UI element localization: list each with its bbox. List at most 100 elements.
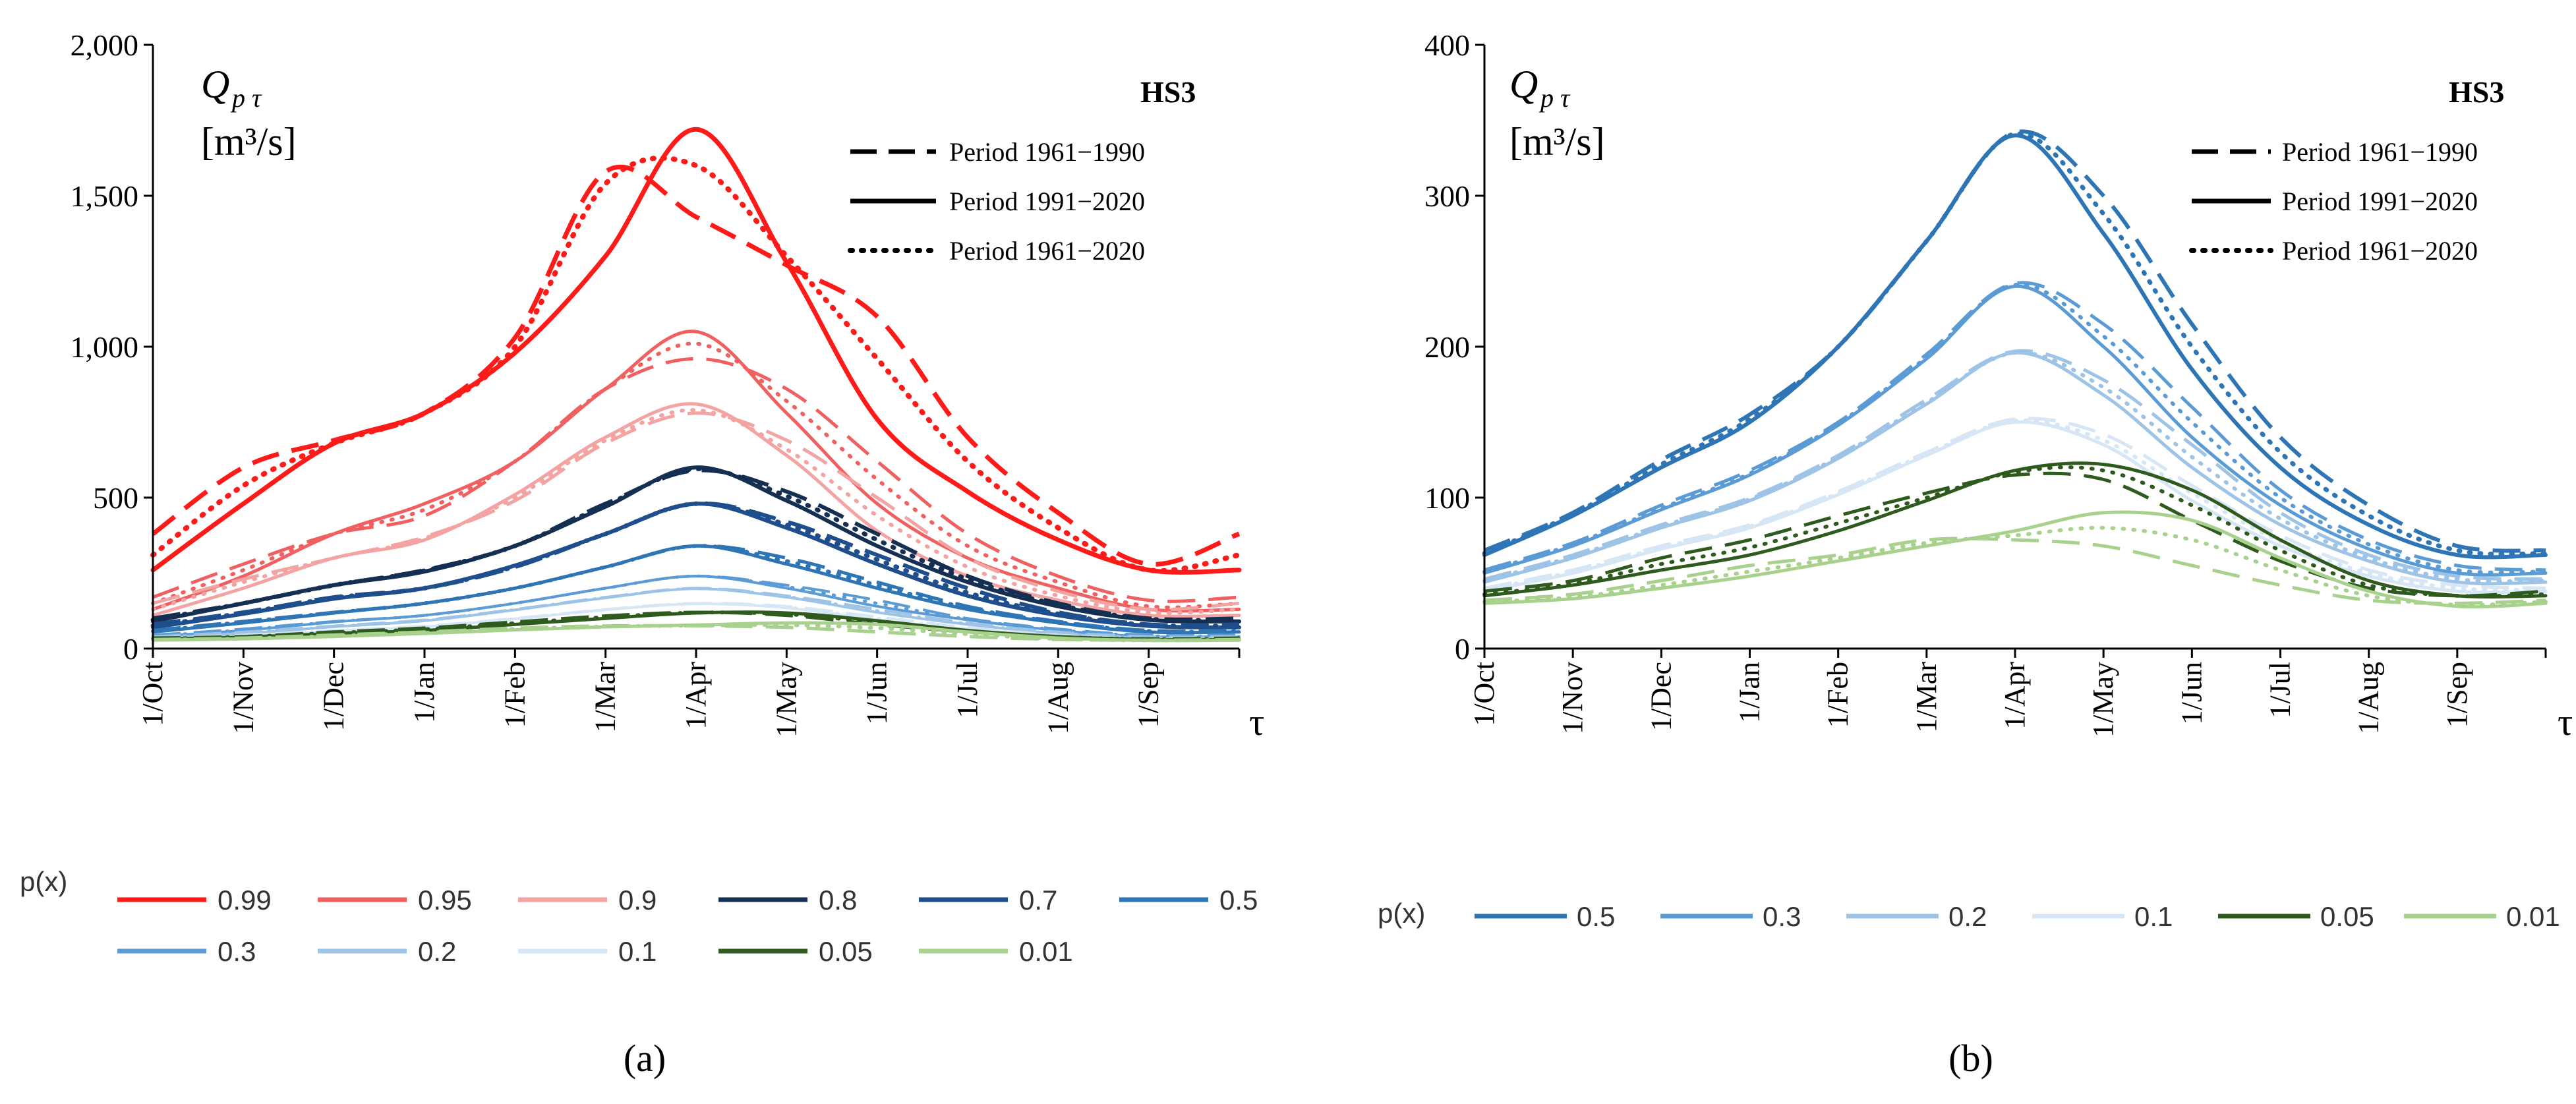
panel-b-ylabel-symbol: Q <box>1509 63 1538 106</box>
panel-a-series-lines <box>150 127 1242 643</box>
panel-a-series-0_99-p3 <box>150 155 1242 573</box>
panel-b-legend-label-0_5: 0.5 <box>1577 901 1615 932</box>
panel-b-month-label: 1/Jun <box>2175 662 2208 724</box>
panel-b-month-label: 1/Oct <box>1468 662 1500 726</box>
panel-b-ytick-label: 300 <box>1424 179 1470 213</box>
panel-a-series-0_9-p1 <box>152 411 1240 612</box>
panel-b-month-label: 1/Feb <box>1822 662 1854 728</box>
panel-b-legend-label-0_2: 0.2 <box>1948 901 1987 932</box>
panel-b-ytick-label: 0 <box>1455 632 1470 666</box>
panel-b-series-0_5-p1 <box>1483 129 2546 553</box>
panel-a-legend-label-0_3: 0.3 <box>218 936 256 967</box>
panel-b-period-3: Period 1961−2020 <box>2282 236 2478 266</box>
panel-a-series-0_5-p3 <box>151 544 1241 634</box>
panel-b-title: HS3 <box>2449 75 2504 109</box>
panel-b-series-0_3-p3 <box>1482 282 2548 575</box>
panel-b-month-label: 1/Nov <box>1556 662 1589 734</box>
panel-a-ytick-label: 500 <box>93 481 138 515</box>
panel-b-legend-label-0_3: 0.3 <box>1763 901 1801 932</box>
panel-a-period-3: Period 1961−2020 <box>949 236 1145 266</box>
panel-a-series-0_9-p2 <box>151 402 1241 618</box>
panel-b-month-label: 1/Apr <box>1999 662 2031 730</box>
panel-a-legend-label-0_5: 0.5 <box>1219 885 1258 915</box>
panel-a-period-legend: Period 1961−1990 Period 1991−2020 Period… <box>848 137 1145 266</box>
panel-a-month-label: 1/Feb <box>498 662 531 728</box>
panel-b-ytick-label: 100 <box>1424 481 1470 515</box>
panel-a-legend-label-0_2: 0.2 <box>418 936 456 967</box>
panel-a-ylabel-units: [m³/s] <box>201 120 297 163</box>
panel-b-ytick-label: 400 <box>1424 28 1470 62</box>
panel-a-legend-label-0_9: 0.9 <box>618 885 657 915</box>
panel-b-series-0_1-p1 <box>1484 417 2546 590</box>
panel-b-series-legend: p(x) 0.5 0.3 0.2 0.1 0.05 0.01 <box>1378 898 2560 932</box>
panel-b-axes: 0 100 200 300 400 1/Oct 1/Nov 1/Dec 1/Jan 1/Feb 1/… <box>1424 28 2547 738</box>
panel-b-month-label: 1/Aug <box>2353 662 2385 734</box>
panel-b-series-0_1-p3 <box>1482 418 2548 592</box>
panel-b-period-2: Period 1991−2020 <box>2282 187 2478 216</box>
panel-a-legend-label-0_99: 0.99 <box>218 885 272 915</box>
panel-b-legend-label-0_05: 0.05 <box>2320 901 2374 932</box>
panel-a-month-label: 1/Dec <box>318 662 350 731</box>
panel-a-ytick-label: 0 <box>123 632 138 666</box>
panel-b-px-label: p(x) <box>1378 898 1425 929</box>
panel-a-series-0_7-p3 <box>150 501 1242 629</box>
panel-a: 0 500 1,000 1,500 2,000 1/Oct 1/Nov 1/Dec 1/Jan 1… <box>71 28 1265 743</box>
panel-a-series-0_95-p3 <box>151 341 1241 610</box>
panel-a-period-2: Period 1991−2020 <box>949 187 1145 216</box>
panel-a-legend-label-0_95: 0.95 <box>418 885 472 915</box>
panel-a-legend-label-0_01: 0.01 <box>1019 936 1073 967</box>
panel-b-legend-label-0_01: 0.01 <box>2506 901 2560 932</box>
panel-a-legend-label-0_1: 0.1 <box>618 936 657 967</box>
panel-b-series-0_2-p1 <box>1484 349 2546 581</box>
panel-a-title: HS3 <box>1140 75 1196 109</box>
panel-b-series-0_05-p2 <box>1482 461 2548 599</box>
panel-b-series-0_2-p3 <box>1482 350 2548 583</box>
panel-a-ylabel-symbol: Q <box>201 63 229 106</box>
panel-b-legend-label-0_1: 0.1 <box>2134 901 2173 932</box>
caption-a: (a) <box>624 1037 666 1080</box>
panel-a-ytick-label: 2,000 <box>71 28 139 62</box>
panel-a-legend-label-0_8: 0.8 <box>819 885 857 915</box>
panel-a-ytick-label: 1,500 <box>71 179 139 213</box>
panel-a-month-label: 1/Jul <box>951 662 983 718</box>
panel-a-tau-label: τ <box>1249 701 1264 743</box>
panel-b-series-0_01-p1 <box>1484 537 2546 605</box>
panel-a-month-label: 1/Jun <box>861 662 893 724</box>
panel-a-series-0_95-p1 <box>152 357 1240 603</box>
panel-a-ylabel-subscript: p τ <box>230 83 262 113</box>
panel-a-series-0_3-p3 <box>151 574 1241 638</box>
panel-a-series-0_8-p3 <box>150 466 1242 623</box>
panel-b-series-0_05-p1 <box>1484 471 2546 598</box>
panel-a-legend-label-0_7: 0.7 <box>1019 885 1057 915</box>
panel-b-series-0_05-p3 <box>1482 465 2548 598</box>
panel-b-month-label: 1/Jul <box>2264 662 2297 718</box>
panel-a-month-label: 1/May <box>770 662 802 738</box>
panel-b-month-label: 1/Sep <box>2441 662 2473 728</box>
panel-b-series-0_5-p2 <box>1482 133 2548 560</box>
panel-b-period-legend: Period 1961−1990 Period 1991−2020 Period… <box>2189 137 2478 266</box>
panel-a-month-label: 1/Mar <box>589 662 622 733</box>
panel-a-px-label: p(x) <box>20 866 67 897</box>
panel-b-month-label: 1/Jan <box>1734 662 1766 723</box>
panel-b: 0 100 200 300 400 1/Oct 1/Nov 1/Dec 1/Jan 1/Feb 1/… <box>1424 28 2573 743</box>
panel-b-series-0_3-p1 <box>1484 281 2546 572</box>
panel-b-period-1: Period 1961−1990 <box>2282 137 2478 167</box>
panel-a-month-label: 1/Jan <box>408 662 440 723</box>
panel-a-series-0_99-p2 <box>150 127 1242 575</box>
panel-b-ylabel-subscript: p τ <box>1538 83 1571 113</box>
panel-b-ylabel-units: [m³/s] <box>1509 120 1605 163</box>
panel-a-ytick-label: 1,000 <box>71 330 139 364</box>
panel-a-month-label: 1/Nov <box>227 662 259 734</box>
panel-b-series-lines <box>1482 129 2548 609</box>
panel-a-month-label: 1/Sep <box>1132 662 1165 728</box>
panel-a-month-label: 1/Aug <box>1041 662 1074 734</box>
panel-b-month-label: 1/Mar <box>1910 662 1943 733</box>
panel-a-series-0_01-p3 <box>151 623 1241 643</box>
panel-b-series-0_01-p2 <box>1482 510 2548 609</box>
panel-b-series-0_5-p3 <box>1482 131 2548 557</box>
panel-a-period-1: Period 1961−1990 <box>949 137 1145 167</box>
panel-a-series-legend: p(x) 0.99 0.95 0.9 0.8 0.7 0.5 0.3 0.2 0.1 0.05 0.… <box>20 866 1258 967</box>
panel-b-series-0_01-p3 <box>1482 525 2548 607</box>
panel-a-month-label: 1/Apr <box>680 662 712 730</box>
panel-a-series-0_8-p2 <box>151 465 1241 624</box>
